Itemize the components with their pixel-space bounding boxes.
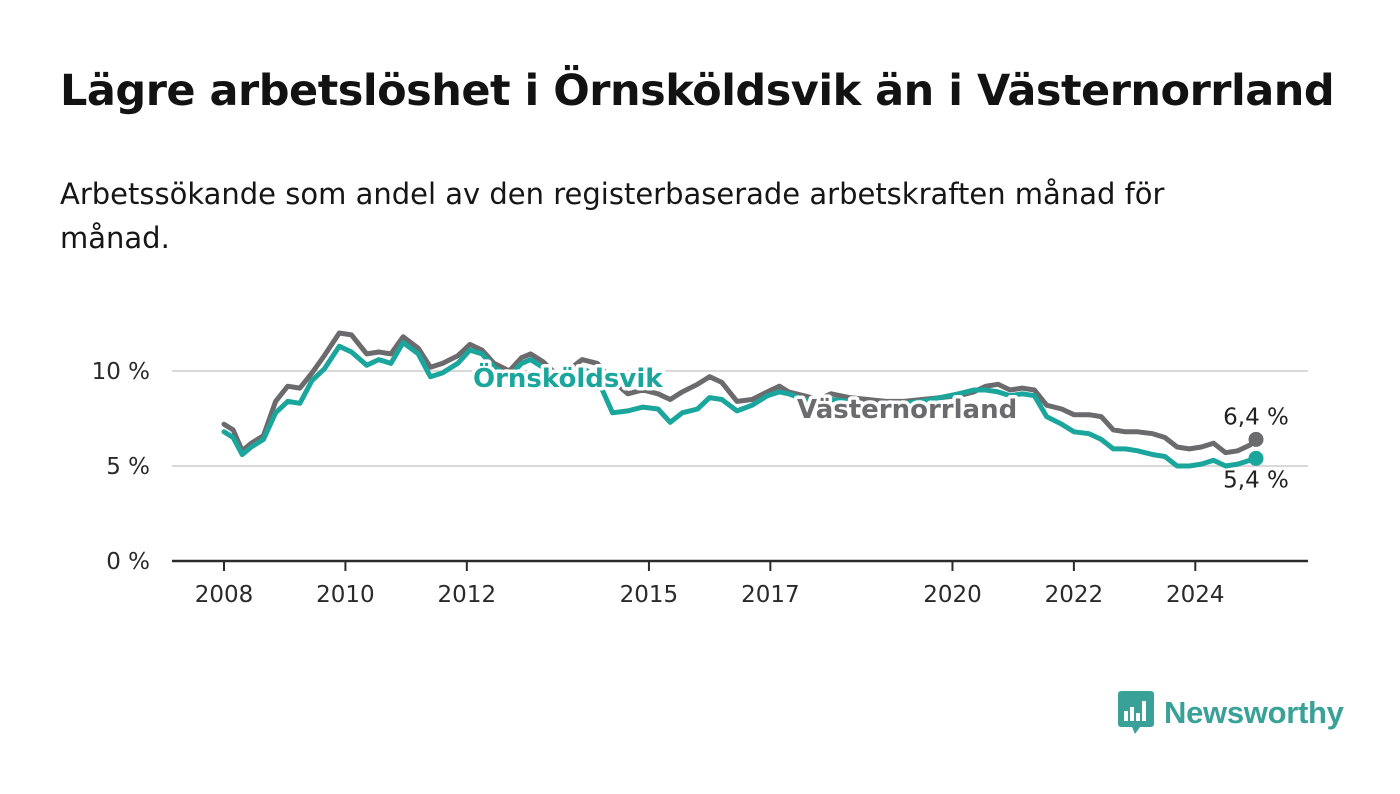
grid-lines — [172, 370, 1308, 467]
series-label-vasternorrland: Västernorrland — [797, 395, 1017, 425]
x-axis: 2008 2010 2012 2015 2017 2020 2022 2024 — [172, 559, 1308, 608]
x-tick-label: 2015 — [620, 582, 679, 608]
x-tick-label: 2024 — [1166, 582, 1225, 608]
x-tick-label: 2017 — [741, 582, 800, 608]
y-tick-label: 10 % — [92, 359, 150, 385]
end-value-label-vasternorrland: 6,4 % — [1223, 404, 1289, 430]
y-tick-label: 0 % — [106, 549, 150, 575]
series-line-ornskoldsvik — [221, 340, 1259, 469]
newsworthy-logo: Newsworthy — [1118, 690, 1344, 736]
chart-subtitle: Arbetssökande som andel av den registerb… — [60, 177, 1165, 255]
series-lines — [221, 330, 1264, 469]
chart-title: Lägre arbetslöshet i Örnsköldsvik än i V… — [60, 66, 1335, 116]
end-point-ornskoldsvik — [1248, 450, 1264, 466]
series-line-vasternorrland — [221, 330, 1259, 456]
x-tick-label: 2010 — [316, 582, 375, 608]
x-tick-label: 2012 — [438, 582, 497, 608]
x-tick-label: 2020 — [923, 582, 982, 608]
x-tick-label: 2008 — [195, 582, 254, 608]
x-tick-label: 2022 — [1045, 582, 1104, 608]
y-axis-tick-labels: 0 % 5 % 10 % — [92, 359, 150, 575]
bar-chart-speech-bubble-icon — [1118, 691, 1154, 734]
end-point-vasternorrland — [1248, 431, 1264, 447]
brand-name: Newsworthy — [1164, 695, 1344, 730]
series-labels: Västernorrland Örnsköldsvik 6,4 % 5,4 % — [470, 358, 1289, 494]
series-label-ornskoldsvik: Örnsköldsvik — [473, 361, 663, 394]
end-value-label-ornskoldsvik: 5,4 % — [1223, 467, 1289, 493]
y-tick-label: 5 % — [106, 454, 150, 480]
